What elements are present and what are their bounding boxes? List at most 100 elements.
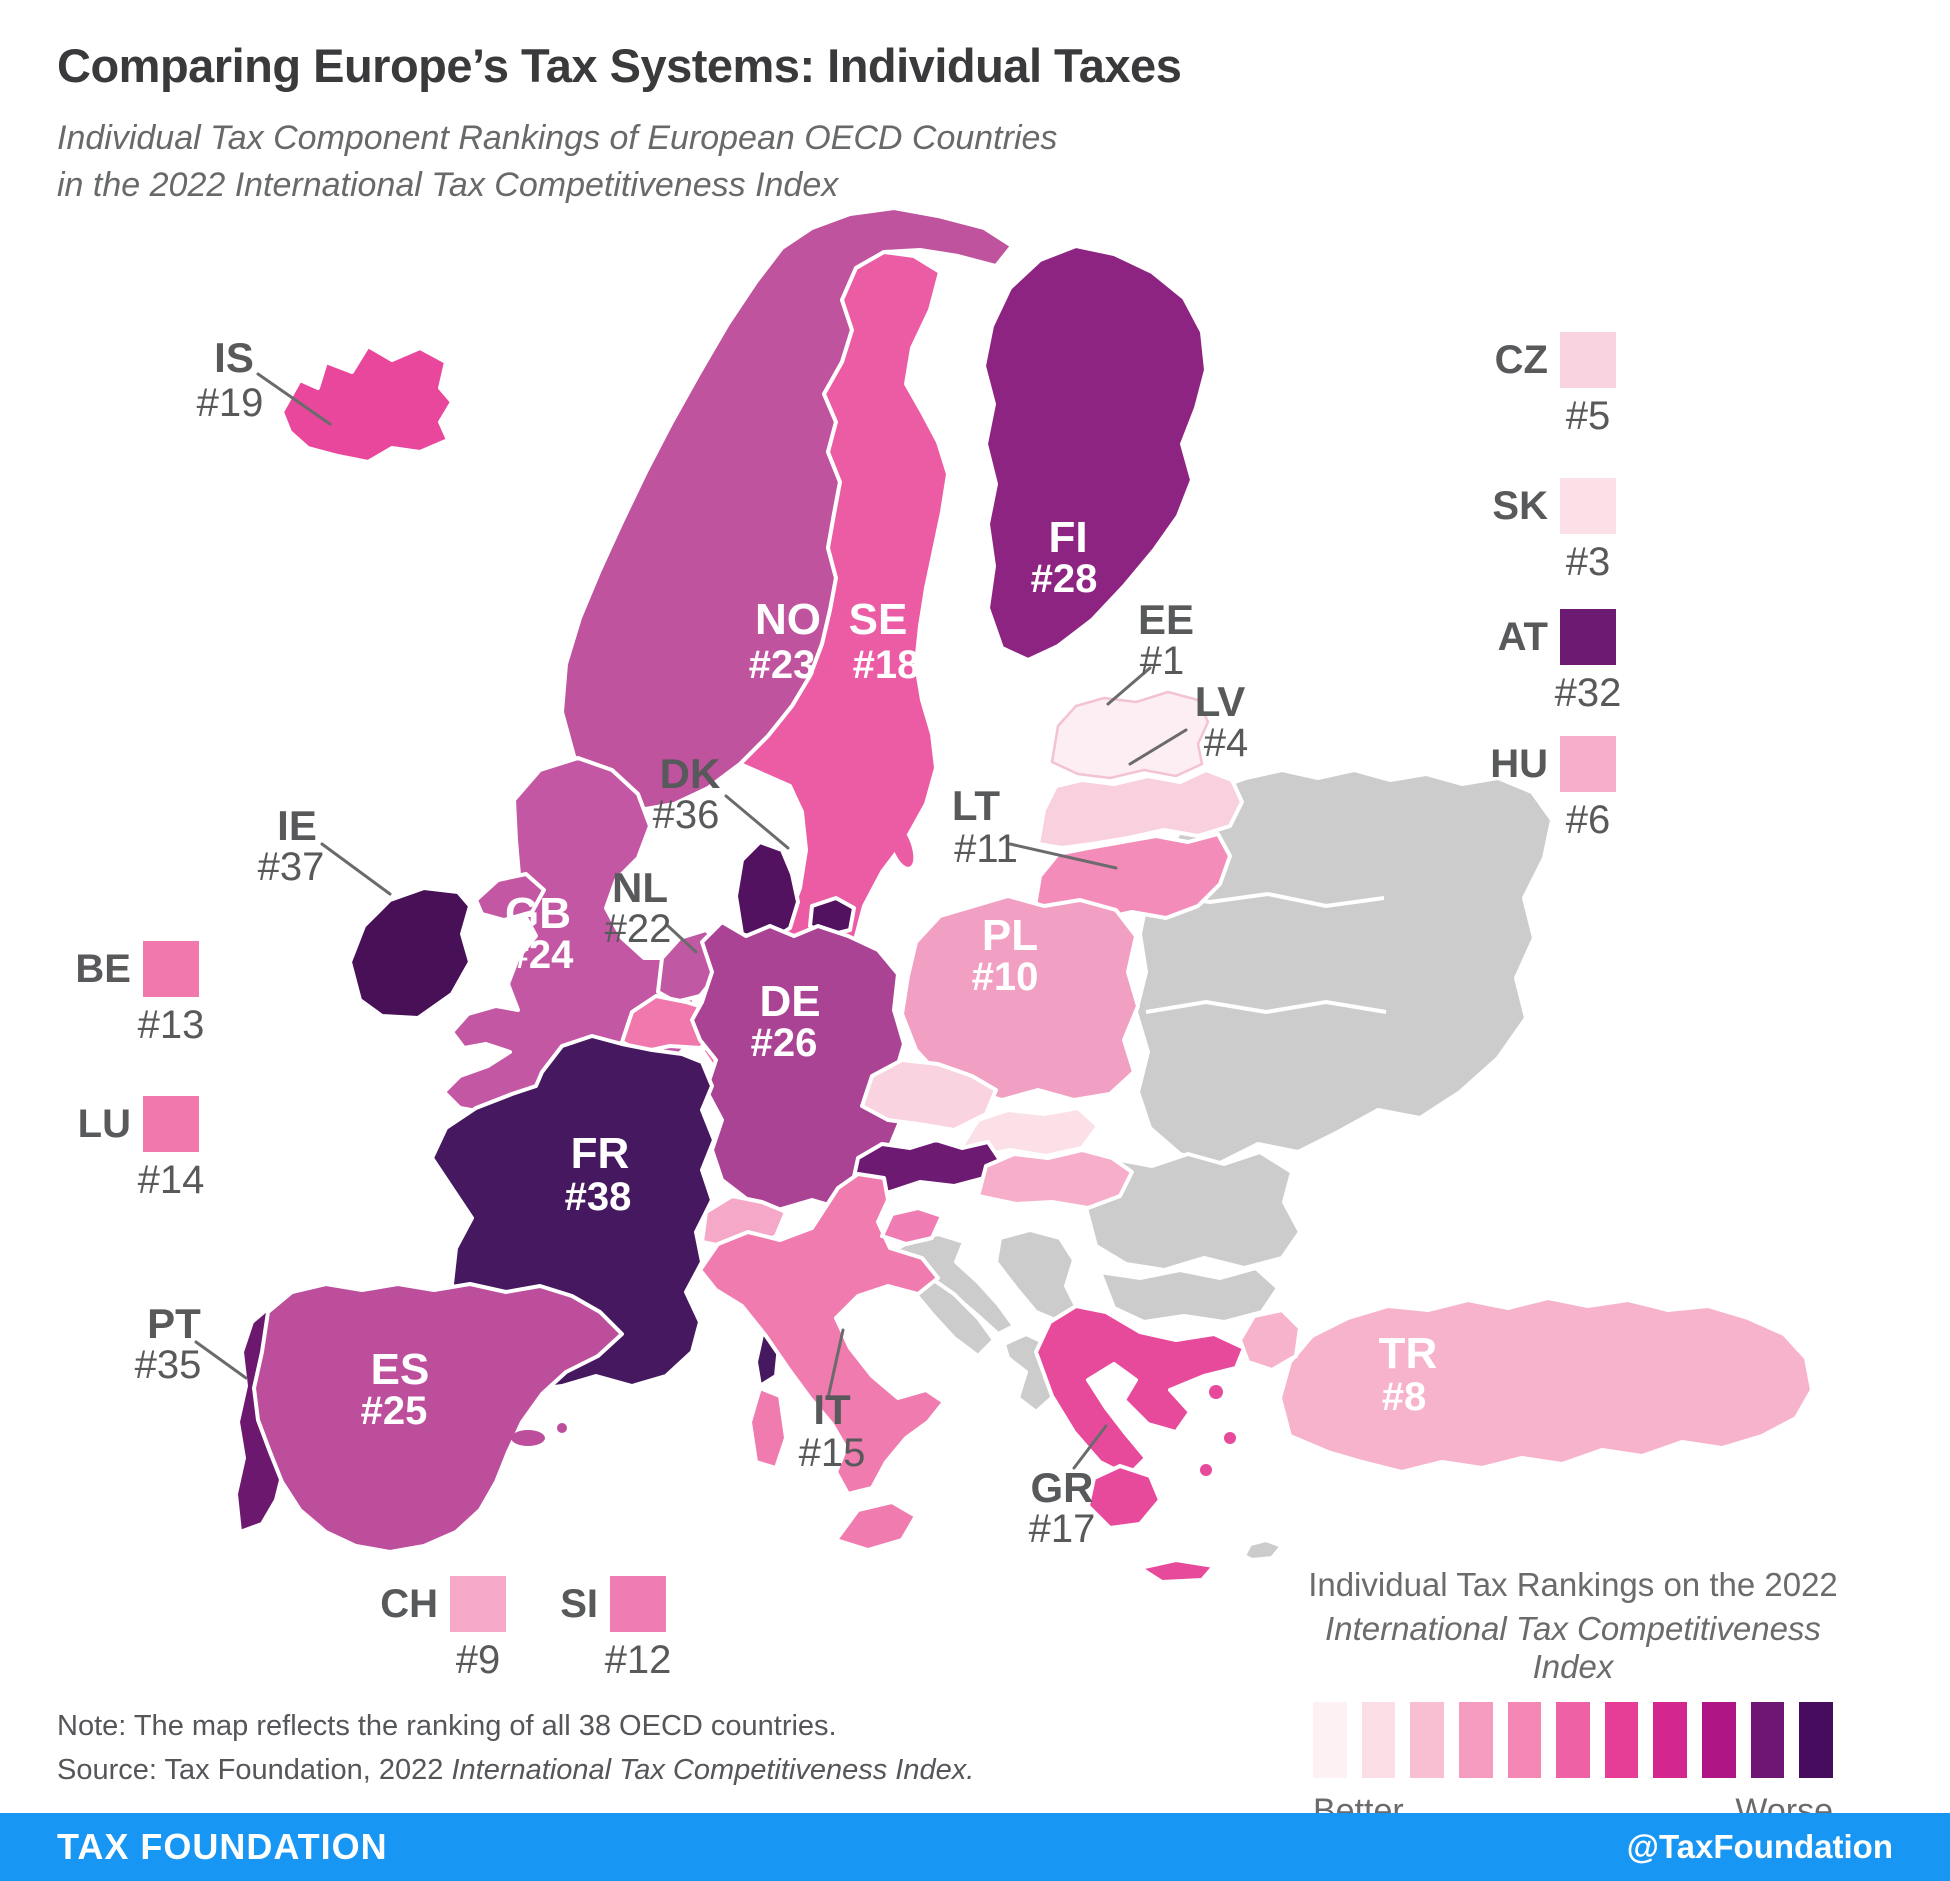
- label-lv-code: LV: [1195, 678, 1246, 725]
- label-it-rank: #15: [799, 1431, 866, 1475]
- country-gr-peloponnese: [1086, 1464, 1162, 1530]
- map-labels-light: NO #23 SE #18 FI #28 GB #24 DE #26 PL #1…: [361, 513, 1438, 1433]
- label-dk-rank: #36: [653, 793, 720, 837]
- leader-lv: [1128, 728, 1188, 766]
- ranked-countries: [234, 206, 1814, 1584]
- leader-lines: [194, 372, 1188, 1470]
- callout-at-code: AT: [1497, 614, 1548, 659]
- label-gr-code: GR: [1031, 1464, 1094, 1511]
- page-subtitle-line2: in the 2022 International Tax Competitiv…: [57, 166, 839, 204]
- noneligible-countries: [886, 768, 1554, 1562]
- country-ie: [348, 886, 472, 1020]
- label-es-code: ES: [371, 1345, 430, 1394]
- callout-lu-rank: #14: [137, 1158, 205, 1202]
- label-tr-rank: #8: [1382, 1375, 1427, 1419]
- page-subtitle: Individual Tax Component Rankings of Eur…: [57, 115, 1757, 209]
- callout-be-code: BE: [75, 946, 131, 991]
- legend-title-line2: International Tax Competitiveness Index: [1325, 1610, 1821, 1685]
- legend-swatch-7: [1604, 1702, 1639, 1778]
- country-cz: [860, 1058, 998, 1132]
- label-pl-rank: #10: [972, 955, 1039, 999]
- label-tr-code: TR: [1379, 1329, 1438, 1378]
- label-is-rank: #19: [197, 381, 264, 425]
- island-aegean-3: [1200, 1464, 1212, 1476]
- country-bulgaria: [1098, 1266, 1280, 1324]
- legend-swatch-1: [1313, 1702, 1347, 1778]
- country-sk: [960, 1106, 1100, 1158]
- callout-be-swatch: [143, 941, 199, 997]
- country-de: [690, 920, 906, 1212]
- island-sicily: [834, 1500, 918, 1552]
- legend-title-line1: Individual Tax Rankings on the 2022: [1308, 1566, 1838, 1603]
- callout-cz: CZ #5: [1495, 332, 1616, 439]
- callout-hu-rank: #6: [1565, 798, 1611, 842]
- island-crete: [1138, 1558, 1216, 1584]
- callout-lu: LU #14: [77, 1096, 205, 1203]
- label-ee-rank: #1: [1140, 639, 1185, 683]
- country-hu: [976, 1148, 1134, 1210]
- source-prefix: Source: Tax Foundation, 2022: [57, 1754, 452, 1786]
- callout-sk-swatch: [1560, 478, 1616, 534]
- label-ee-code: EE: [1138, 596, 1194, 643]
- label-pt-code: PT: [147, 1300, 201, 1347]
- island-balearic-2: [557, 1423, 567, 1433]
- legend-swatch-3: [1410, 1702, 1444, 1778]
- callout-sk: SK #3: [1492, 478, 1616, 585]
- country-romania: [1084, 1150, 1302, 1272]
- label-fi-rank: #28: [1031, 557, 1098, 601]
- leader-is: [256, 372, 332, 426]
- callout-si: SI #12: [560, 1576, 672, 1683]
- callout-si-rank: #12: [604, 1638, 672, 1682]
- callout-be-rank: #13: [137, 1003, 205, 1047]
- callout-cz-swatch: [1560, 332, 1616, 388]
- page-subtitle-line1: Individual Tax Component Rankings of Eur…: [57, 119, 1058, 157]
- country-ee: [1050, 690, 1210, 780]
- page-title: Comparing Europe’s Tax Systems: Individu…: [57, 39, 1182, 92]
- leader-gr: [1072, 1424, 1108, 1470]
- callout-hu: HU #6: [1490, 736, 1616, 843]
- source-line: Source: Tax Foundation, 2022 Internation…: [57, 1748, 974, 1792]
- leader-pt: [194, 1340, 248, 1380]
- label-fr-rank: #38: [565, 1175, 632, 1219]
- callout-lu-code: LU: [77, 1101, 131, 1146]
- legend-swatch-9: [1702, 1702, 1736, 1778]
- label-se-rank: #18: [853, 643, 920, 687]
- legend-swatch-10: [1750, 1702, 1785, 1778]
- label-nl-rank: #22: [605, 907, 672, 951]
- leader-dk: [724, 794, 790, 850]
- callout-hu-code: HU: [1490, 741, 1548, 786]
- callout-ch-swatch: [450, 1576, 506, 1632]
- footer-twitter-handle: @TaxFoundation: [1626, 1828, 1893, 1865]
- callout-hu-swatch: [1560, 736, 1616, 792]
- callout-at-rank: #32: [1554, 671, 1622, 715]
- island-aegean-2: [1224, 1432, 1236, 1444]
- country-tr: [1278, 1296, 1814, 1474]
- label-is-code: IS: [214, 334, 254, 381]
- label-lt-rank: #11: [954, 827, 1018, 871]
- country-bosnia: [912, 1274, 996, 1358]
- country-cyprus: [1242, 1538, 1284, 1562]
- border-internal-2: [1145, 999, 1387, 1015]
- label-de-code: DE: [759, 977, 820, 1026]
- legend-swatch-5: [1507, 1702, 1542, 1778]
- leader-ee: [1106, 666, 1152, 706]
- leader-nl: [666, 924, 698, 954]
- leader-it: [826, 1328, 845, 1400]
- callout-ch-code: CH: [380, 1581, 438, 1626]
- callout-sk-code: SK: [1492, 483, 1548, 528]
- island-balearic: [511, 1430, 545, 1446]
- map-labels-dark: IS #19 EE #1 LV #4 LT #11 DK #36 NL #22 …: [135, 334, 1249, 1551]
- legend-swatch-6: [1556, 1702, 1590, 1778]
- label-nl-code: NL: [612, 864, 668, 911]
- label-pt-rank: #35: [135, 1343, 202, 1387]
- footer-brand: TAX FOUNDATION: [57, 1826, 388, 1867]
- island-gotland: [890, 825, 914, 867]
- callout-sk-rank: #3: [1565, 540, 1611, 584]
- label-gb-rank: #24: [507, 933, 574, 977]
- label-es-rank: #25: [361, 1389, 428, 1433]
- label-it-code: IT: [813, 1386, 851, 1433]
- country-at: [850, 1138, 1002, 1198]
- label-fr-code: FR: [571, 1129, 630, 1178]
- label-no-code: NO: [755, 595, 821, 644]
- callout-at: AT #32: [1497, 609, 1622, 716]
